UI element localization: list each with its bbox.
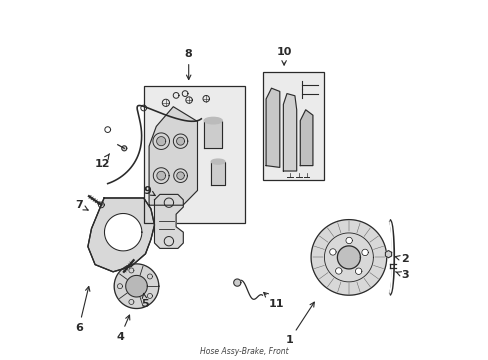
Text: 1: 1 <box>285 302 314 345</box>
Circle shape <box>125 275 147 297</box>
Polygon shape <box>149 107 197 205</box>
Circle shape <box>310 220 386 295</box>
Circle shape <box>157 171 165 180</box>
Circle shape <box>329 249 335 255</box>
Circle shape <box>345 237 352 244</box>
Circle shape <box>355 268 361 274</box>
Ellipse shape <box>211 159 224 164</box>
Circle shape <box>361 249 367 256</box>
Text: 10: 10 <box>276 47 291 65</box>
Text: 6: 6 <box>75 287 90 333</box>
Text: Hose Assy-Brake, Front: Hose Assy-Brake, Front <box>200 347 288 356</box>
Bar <box>262 72 323 180</box>
Text: 2: 2 <box>394 254 408 264</box>
Circle shape <box>177 172 184 179</box>
Circle shape <box>335 268 341 274</box>
Bar <box>143 86 244 223</box>
Text: 11: 11 <box>263 292 284 309</box>
Polygon shape <box>211 162 224 185</box>
Text: 9: 9 <box>143 186 155 196</box>
Polygon shape <box>233 279 241 286</box>
Circle shape <box>337 246 360 269</box>
Polygon shape <box>385 251 391 258</box>
Text: 8: 8 <box>184 49 192 80</box>
Polygon shape <box>88 198 154 272</box>
Bar <box>262 72 323 180</box>
Polygon shape <box>300 110 312 166</box>
Circle shape <box>104 213 142 251</box>
Circle shape <box>114 264 159 309</box>
Text: 4: 4 <box>116 315 129 342</box>
Text: 5: 5 <box>142 293 149 309</box>
Text: 3: 3 <box>395 270 407 280</box>
Ellipse shape <box>204 117 222 124</box>
Circle shape <box>156 137 165 146</box>
Polygon shape <box>283 94 296 171</box>
Circle shape <box>176 137 184 145</box>
Bar <box>143 86 244 223</box>
Polygon shape <box>122 146 126 151</box>
Polygon shape <box>154 194 183 248</box>
Polygon shape <box>265 88 279 167</box>
Text: 12: 12 <box>94 154 110 169</box>
Text: 7: 7 <box>75 200 88 210</box>
Polygon shape <box>204 121 222 148</box>
